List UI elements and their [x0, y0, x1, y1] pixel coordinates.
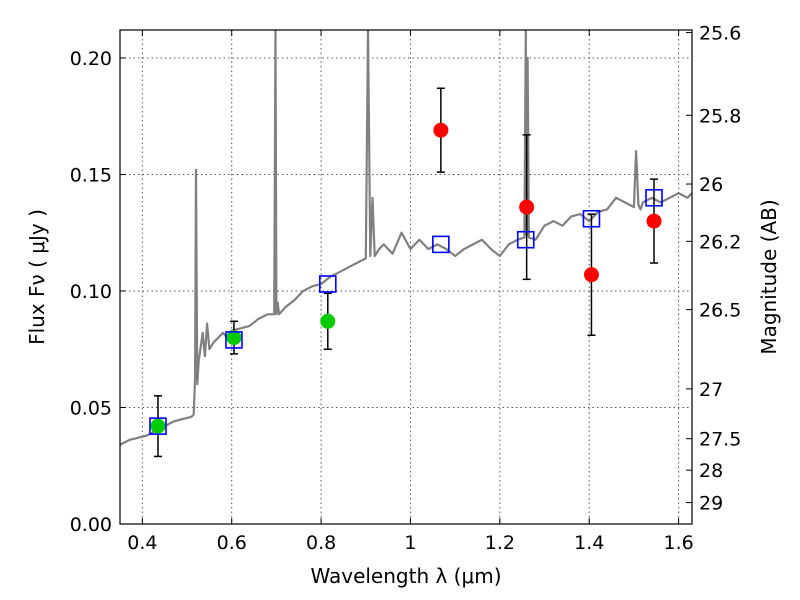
model-photometry-square — [516, 230, 535, 249]
model-photometry-square — [318, 275, 337, 293]
x-tick-label: 0.8 — [306, 532, 336, 554]
y2-tick-label: 26 — [699, 174, 723, 196]
y2-tick-label: 26.5 — [699, 300, 741, 322]
grid — [120, 30, 692, 525]
x-tick-label: 1 — [404, 532, 416, 554]
green-data-point — [320, 313, 336, 329]
y-axis-label: Flux Fν ( μJy ) — [25, 209, 49, 345]
red-data-point — [583, 267, 599, 283]
y2-tick-label: 26.2 — [699, 231, 741, 253]
model-photometry-square — [432, 235, 450, 254]
y2-axis-label: Magnitude (AB) — [757, 199, 781, 354]
model-photometry-square — [149, 417, 167, 435]
plot-frame — [119, 29, 693, 525]
red-data-point — [519, 199, 535, 215]
model-photometry-square — [645, 188, 663, 207]
y2-tick-label: 27.5 — [699, 429, 741, 451]
y-tick-label: 0.15 — [70, 164, 112, 186]
model-photometry-square — [225, 331, 243, 349]
y-tick-label: 0.10 — [70, 281, 112, 303]
green-data-point — [226, 330, 242, 346]
plot-area — [120, 30, 692, 458]
y2-tick-label: 27 — [699, 379, 723, 401]
model-spectrum-line — [120, 30, 692, 446]
green-data-point — [150, 418, 166, 434]
red-data-point — [433, 122, 449, 138]
y2-tick-label: 28 — [699, 460, 723, 482]
x-tick-label: 0.6 — [217, 532, 247, 554]
y2-tick-label: 25.8 — [699, 105, 741, 127]
x-axis-label: Wavelength λ (μm) — [310, 564, 501, 588]
ticks: 0.4 0.6 0.8 1 1.2 1.4 1.6 0.00 0.05 0.10 0.15 0.20 2… — [70, 23, 742, 554]
x-tick-label: 1.6 — [663, 532, 693, 554]
x-tick-label: 1.4 — [574, 532, 604, 554]
y-tick-label: 0.00 — [70, 514, 112, 536]
red-data-point — [646, 213, 662, 229]
x-tick-label: 0.4 — [127, 532, 157, 554]
y2-tick-label: 25.6 — [699, 23, 741, 45]
x-tick-label: 1.2 — [485, 532, 515, 554]
y-tick-label: 0.20 — [70, 48, 112, 70]
y-tick-label: 0.05 — [70, 397, 112, 419]
y2-tick-label: 29 — [699, 493, 723, 515]
model-photometry-square — [582, 209, 601, 228]
